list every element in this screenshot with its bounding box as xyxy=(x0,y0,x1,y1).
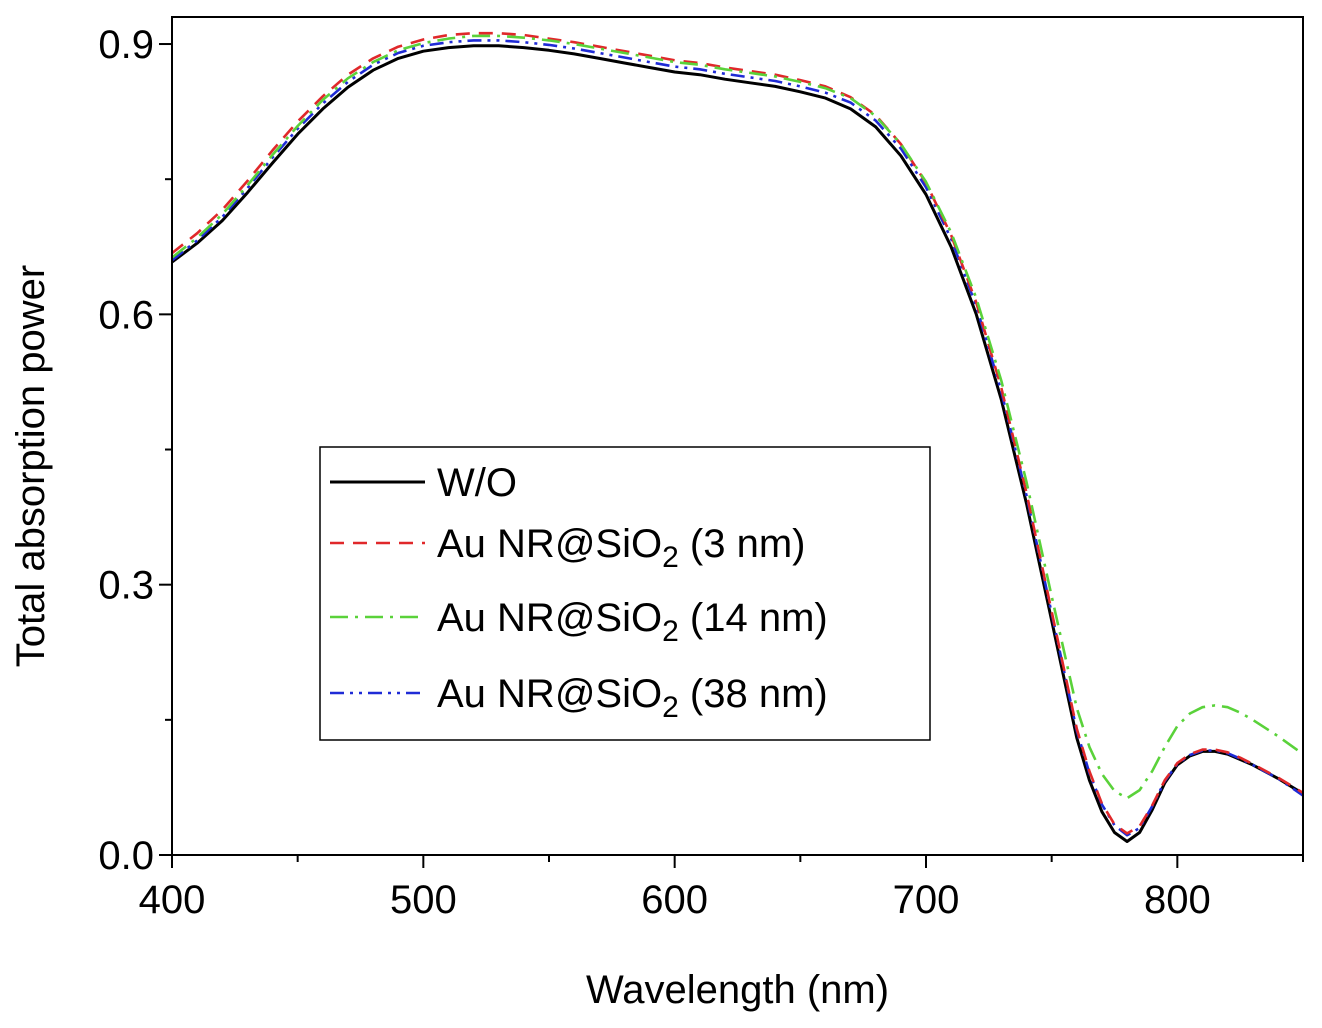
legend-label: Au NR@SiO2 (3 nm) xyxy=(437,522,805,574)
plot-frame xyxy=(171,16,1304,856)
y-tick-label: 0.6 xyxy=(98,293,154,337)
axis-ticks: 400 500 600 700 800 0.0 0.3 0.6 0.9 xyxy=(98,23,1304,922)
legend-label: W/O xyxy=(437,461,517,505)
y-axis-title: Total absorption power xyxy=(9,265,53,667)
legend-box xyxy=(319,446,931,741)
series-line-3 xyxy=(171,34,1304,800)
x-tick-label: 700 xyxy=(893,878,960,922)
series-line-2 xyxy=(171,31,1304,835)
legend: W/O Au NR@SiO2 (3 nm) Au NR@SiO2 (14 nm) Au… xyxy=(319,446,931,741)
y-tick-label: 0.0 xyxy=(98,834,154,878)
x-tick-label: 600 xyxy=(641,878,708,922)
x-tick-label: 800 xyxy=(1144,878,1211,922)
y-tick-label: 0.9 xyxy=(98,23,154,67)
y-tick-label: 0.3 xyxy=(98,564,154,608)
legend-label: Au NR@SiO2 (14 nm) xyxy=(437,596,828,648)
x-tick-label: 400 xyxy=(139,878,206,922)
x-tick-label: 500 xyxy=(390,878,457,922)
legend-label: Au NR@SiO2 (38 nm) xyxy=(437,672,828,724)
series-lines xyxy=(171,31,1304,843)
x-axis-title: Wavelength (nm) xyxy=(586,968,889,1012)
